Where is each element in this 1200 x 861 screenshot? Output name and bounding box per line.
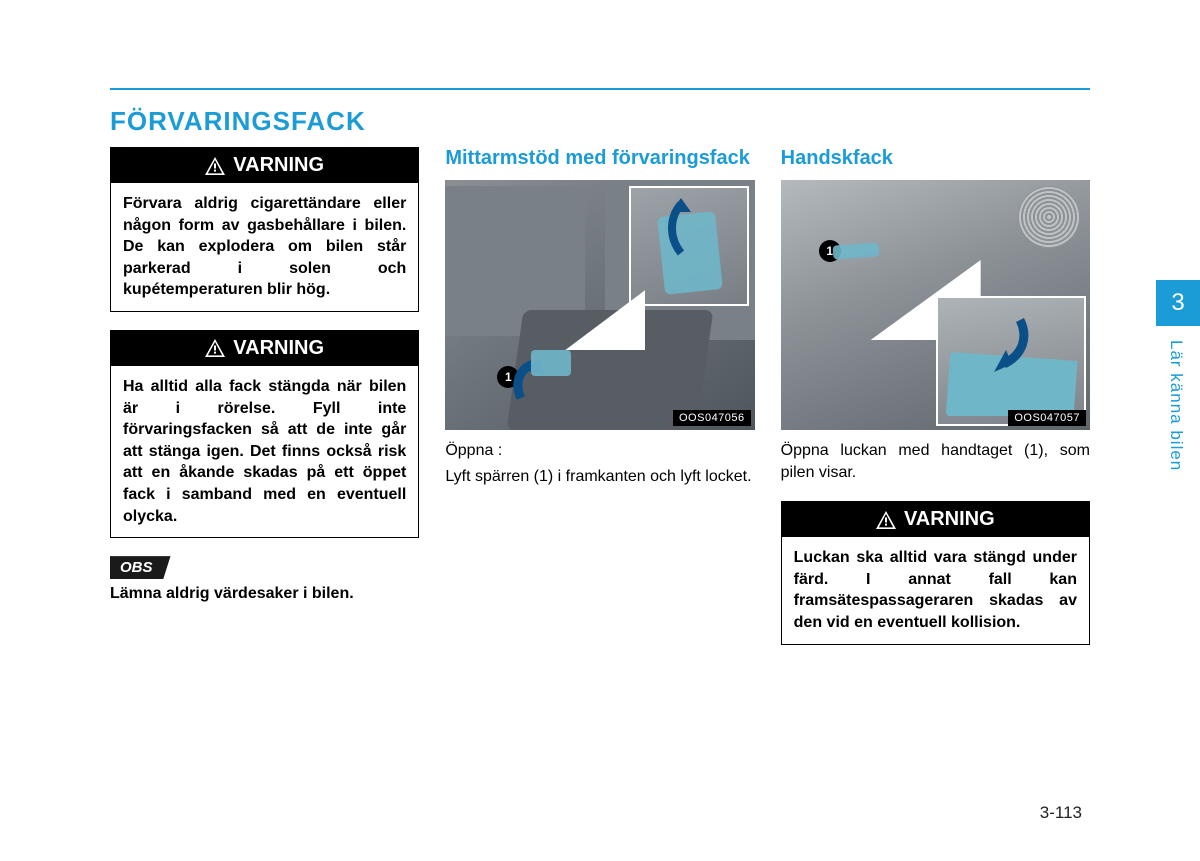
obs-block: OBS Lämna aldrig värdesaker i bilen. [110, 556, 419, 603]
chapter-tab: 3 [1156, 280, 1200, 326]
warning-box-1: VARNING Förvara aldrig cigarettändare el… [110, 147, 419, 312]
warning-head-label-1: VARNING [233, 154, 324, 177]
arrow-icon [984, 314, 1032, 374]
page-number: 3-113 [1040, 803, 1082, 823]
figure-code-1: OOS047056 [673, 410, 751, 426]
obs-text: Lämna aldrig värdesaker i bilen. [110, 585, 419, 603]
caption-head-armrest: Öppna : [445, 440, 754, 462]
obs-tag: OBS [110, 556, 171, 579]
subhead-armrest: Mittarmstöd med förvaringsfack [445, 147, 754, 170]
column-2: Mittarmstöd med förvaringsfack 1 [445, 147, 754, 663]
page-title: FÖRVARINGSFACK [110, 106, 1090, 137]
warning-body-1: Förvara aldrig cigarettändare eller någo… [111, 183, 418, 311]
warning-box-3: VARNING Luckan ska alltid vara stängd un… [781, 501, 1090, 644]
warning-icon [876, 511, 896, 529]
subhead-glovebox: Handskfack [781, 147, 1090, 170]
caption-body-armrest: Lyft spärren (1) i framkanten och lyft l… [445, 466, 754, 488]
warning-box-2: VARNING Ha alltid alla fack stängda när … [110, 330, 419, 538]
warning-head-1: VARNING [111, 148, 418, 183]
warning-head-3: VARNING [782, 502, 1089, 537]
warning-icon [205, 339, 225, 357]
warning-body-2: Ha alltid alla fack stängda när bilen är… [111, 366, 418, 537]
column-3: Handskfack 1 OOS047057 [781, 147, 1090, 663]
arrow-icon [661, 198, 701, 258]
warning-icon [205, 157, 225, 175]
page-content: FÖRVARINGSFACK VARNING Förvara aldrig ci… [110, 88, 1090, 663]
warning-body-3: Luckan ska alltid vara stängd under färd… [782, 537, 1089, 643]
chapter-number: 3 [1171, 289, 1184, 317]
warning-head-label-3: VARNING [904, 508, 995, 531]
warning-head-label-2: VARNING [233, 337, 324, 360]
figure-armrest: 1 OOS047056 [445, 180, 754, 430]
caption-glovebox: Öppna luckan med handtaget (1), som pile… [781, 440, 1090, 483]
top-rule [110, 88, 1090, 90]
warning-head-2: VARNING [111, 331, 418, 366]
chapter-label: Lär känna bilen [1166, 340, 1186, 471]
figure-glovebox: 1 OOS047057 [781, 180, 1090, 430]
figure-code-2: OOS047057 [1008, 410, 1086, 426]
column-1: VARNING Förvara aldrig cigarettändare el… [110, 147, 419, 663]
